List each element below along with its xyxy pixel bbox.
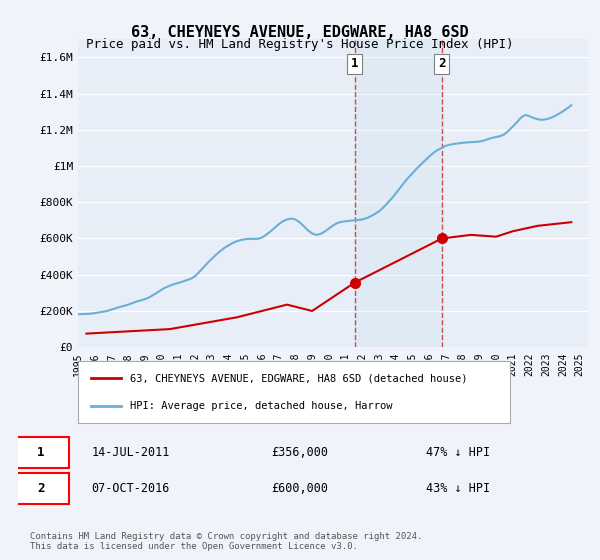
Text: 14-JUL-2011: 14-JUL-2011 <box>92 446 170 459</box>
Text: Contains HM Land Registry data © Crown copyright and database right 2024.
This d: Contains HM Land Registry data © Crown c… <box>30 532 422 552</box>
Text: 1: 1 <box>351 57 358 71</box>
Bar <box>355 39 442 347</box>
FancyBboxPatch shape <box>13 437 69 468</box>
FancyBboxPatch shape <box>13 473 69 504</box>
Text: 63, CHEYNEYS AVENUE, EDGWARE, HA8 6SD: 63, CHEYNEYS AVENUE, EDGWARE, HA8 6SD <box>131 25 469 40</box>
Text: Price paid vs. HM Land Registry's House Price Index (HPI): Price paid vs. HM Land Registry's House … <box>86 38 514 50</box>
Text: 2: 2 <box>438 57 446 71</box>
Text: £600,000: £600,000 <box>271 482 329 495</box>
Text: 07-OCT-2016: 07-OCT-2016 <box>92 482 170 495</box>
Text: £356,000: £356,000 <box>271 446 329 459</box>
Text: 43% ↓ HPI: 43% ↓ HPI <box>426 482 490 495</box>
Text: 1: 1 <box>37 446 44 459</box>
Text: 63, CHEYNEYS AVENUE, EDGWARE, HA8 6SD (detached house): 63, CHEYNEYS AVENUE, EDGWARE, HA8 6SD (d… <box>130 374 467 384</box>
Text: 2: 2 <box>37 482 44 495</box>
Text: 47% ↓ HPI: 47% ↓ HPI <box>426 446 490 459</box>
Text: HPI: Average price, detached house, Harrow: HPI: Average price, detached house, Harr… <box>130 400 392 410</box>
